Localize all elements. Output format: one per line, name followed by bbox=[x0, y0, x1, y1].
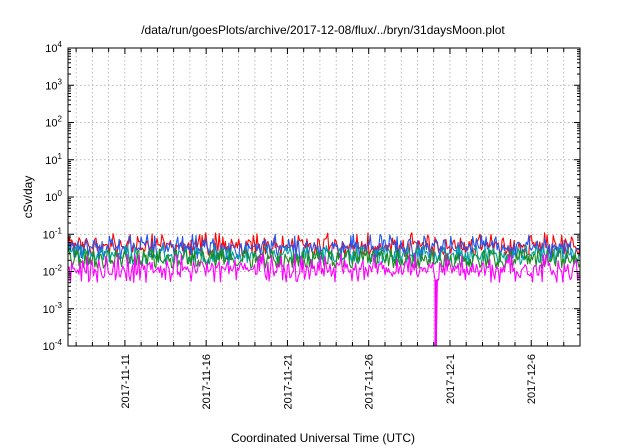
y-tick-label: 10-3 bbox=[43, 301, 63, 316]
series-line bbox=[67, 233, 581, 261]
x-tick-label: 2017-11-26 bbox=[364, 354, 376, 409]
x-tick-label: 2017-11-16 bbox=[201, 354, 213, 409]
y-tick-label: 104 bbox=[45, 40, 62, 55]
x-axis-label: Coordinated Universal Time (UTC) bbox=[231, 431, 415, 445]
y-tick-label: 10-4 bbox=[43, 338, 63, 353]
y-axis-label: cSv/day bbox=[21, 176, 35, 219]
x-tick-label: 2017-11-21 bbox=[282, 354, 294, 409]
series-line bbox=[67, 253, 581, 347]
x-tick-label: 2017-12-1 bbox=[445, 354, 457, 404]
grid bbox=[68, 48, 580, 346]
y-tick-labels: 10-4 10-3 10-2 10-1 100 101 102 103 104 bbox=[43, 40, 63, 353]
axis-ticks bbox=[68, 47, 580, 347]
chart-title: /data/run/goesPlots/archive/2017-12-08/f… bbox=[141, 23, 505, 37]
y-tick-label: 10-2 bbox=[43, 264, 63, 279]
series-group bbox=[67, 232, 581, 347]
y-tick-label: 102 bbox=[45, 115, 62, 130]
y-tick-label: 103 bbox=[45, 77, 62, 92]
y-tick-label: 100 bbox=[45, 189, 62, 204]
y-tick-label: 10-1 bbox=[43, 226, 63, 241]
y-tick-label: 101 bbox=[45, 152, 62, 167]
x-tick-labels: 2017-11-11 2017-11-16 2017-11-21 2017-11-26… bbox=[120, 354, 538, 409]
x-tick-label: 2017-11-11 bbox=[120, 354, 132, 409]
series-line bbox=[67, 248, 581, 270]
x-tick-label: 2017-12-6 bbox=[526, 354, 538, 404]
